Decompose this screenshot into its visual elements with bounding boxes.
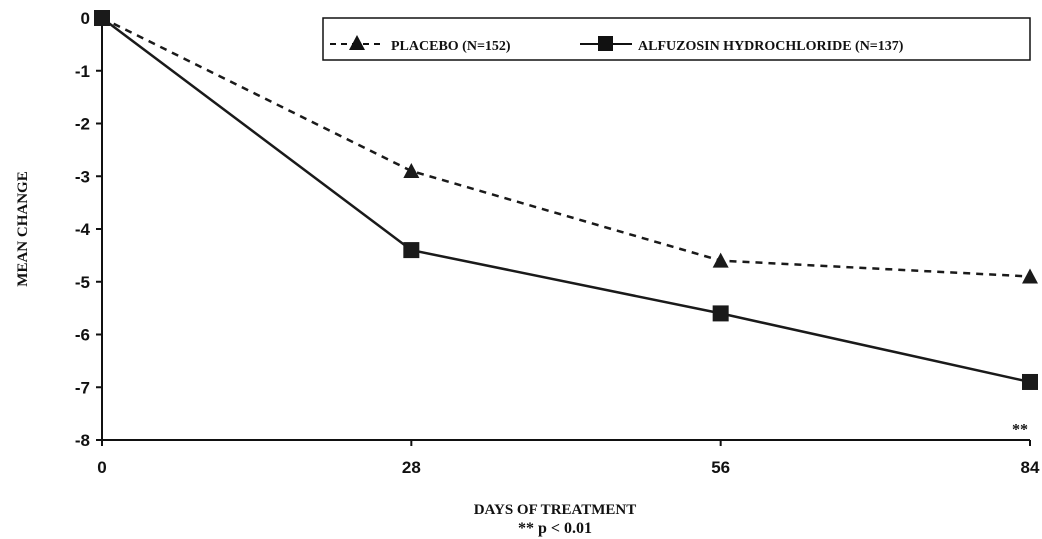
series-line-placebo xyxy=(101,16,1031,278)
series-line-alfuzosin xyxy=(101,17,1031,384)
y-tick-label: -6 xyxy=(75,326,90,345)
series-layer xyxy=(94,10,1038,390)
legend-box xyxy=(322,17,1031,61)
y-tick-group: 0 -1 -2 -3 -4 -5 -6 -7 -8 xyxy=(75,9,102,450)
x-axis-title: DAYS OF TREATMENT xyxy=(474,502,637,518)
data-point-placebo xyxy=(1022,268,1038,284)
y-tick-label: -5 xyxy=(75,273,90,292)
legend-alfuzosin-label: ALFUZOSIN HYDROCHLORIDE (N=137) xyxy=(638,39,904,54)
significance-annotation: ** xyxy=(1012,421,1028,438)
y-tick-label: -8 xyxy=(75,431,90,450)
y-tick-label: -2 xyxy=(75,115,90,134)
y-tick-label: 0 xyxy=(81,9,90,28)
data-point-alfuzosin xyxy=(1022,373,1038,390)
legend-alfuzosin-marker xyxy=(598,36,613,51)
data-point-placebo xyxy=(712,252,729,268)
x-tick-group: 0 28 56 84 xyxy=(97,440,1040,477)
y-tick-label: -4 xyxy=(75,220,91,239)
x-tick-label: 56 xyxy=(711,458,730,477)
data-point-alfuzosin xyxy=(712,305,729,322)
y-axis-title: MEAN CHANGE xyxy=(15,171,31,286)
data-point-alfuzosin xyxy=(403,242,420,259)
legend: PLACEBO (N=152) ALFUZOSIN HYDROCHLORIDE … xyxy=(322,17,1031,61)
significance-footnote: ** p < 0.01 xyxy=(518,520,592,537)
legend-placebo-label: PLACEBO (N=152) xyxy=(391,39,511,54)
legend-placebo-marker xyxy=(349,35,365,50)
y-tick-label: -3 xyxy=(75,167,90,186)
x-tick-label: 0 xyxy=(97,458,106,477)
y-tick-label: -1 xyxy=(75,62,90,81)
x-tick-label: 84 xyxy=(1021,458,1040,477)
data-point-alfuzosin xyxy=(94,10,110,26)
x-tick-label: 28 xyxy=(402,458,421,477)
y-tick-label: -7 xyxy=(75,378,90,397)
data-point-placebo xyxy=(403,162,420,178)
